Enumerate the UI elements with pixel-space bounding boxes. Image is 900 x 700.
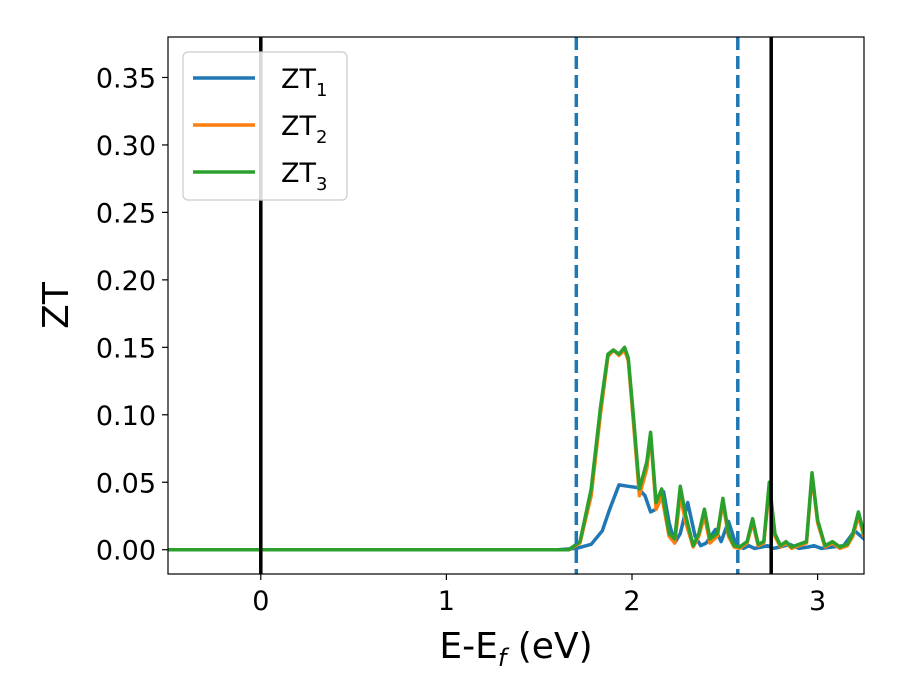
legend-label-zt2: ZT2 <box>281 111 327 148</box>
y-tick-label: 0.05 <box>96 468 156 499</box>
y-tick-label: 0.15 <box>96 333 156 364</box>
y-tick-label: 0.10 <box>96 401 156 432</box>
series-line-zt3 <box>168 345 864 552</box>
y-tick-label: 0.35 <box>96 63 156 94</box>
y-tick-label: 0.00 <box>96 536 156 567</box>
axes: 0 1 2 3 0.00 0.05 0.10 0.15 0.20 0.25 0.30 0.35 E-Ef… <box>36 36 865 672</box>
series-line-zt1 <box>168 483 864 552</box>
series-line-zt2 <box>168 348 864 552</box>
legend: ZT1 ZT2 ZT3 <box>182 51 348 201</box>
x-tick-label: 1 <box>438 586 455 617</box>
x-tick-label: 0 <box>252 586 269 617</box>
legend-label-zt3: ZT3 <box>281 158 327 195</box>
x-tick-label: 3 <box>809 586 826 617</box>
y-tick-label: 0.20 <box>96 266 156 297</box>
y-tick-label: 0.30 <box>96 131 156 162</box>
y-axis-label: ZT <box>36 281 77 329</box>
legend-box <box>182 51 348 201</box>
y-tick-label: 0.25 <box>96 198 156 229</box>
x-tick-label: 2 <box>623 586 640 617</box>
legend-label-zt1: ZT1 <box>281 64 327 101</box>
axes-frame <box>167 36 865 575</box>
x-axis-label: E-Ef (eV) <box>439 626 592 672</box>
